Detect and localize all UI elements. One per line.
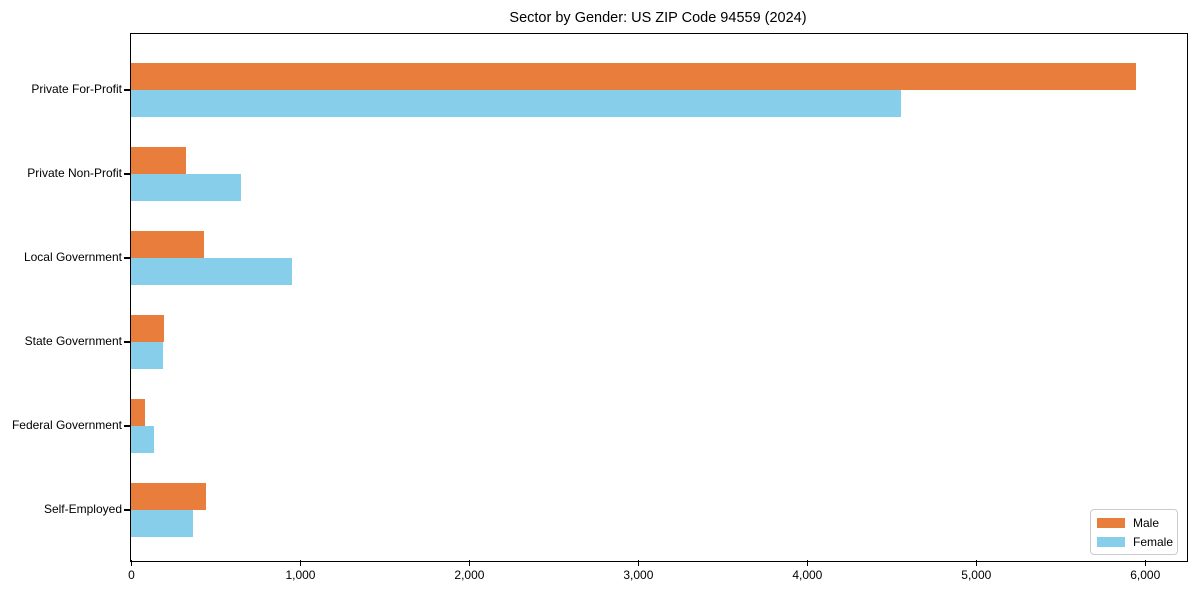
y-axis-label-private-non-profit: Private Non-Profit	[27, 166, 122, 180]
y-axis-label-private-for-profit: Private For-Profit	[31, 82, 122, 96]
y-axis-label-state-government: State Government	[24, 334, 122, 348]
legend-swatch-female	[1097, 536, 1125, 547]
x-tick-mark	[975, 560, 978, 566]
bar-male-private-for-profit	[131, 63, 1137, 90]
bar-female-local-government	[131, 258, 293, 285]
legend-label-female: Female	[1133, 534, 1174, 549]
x-tick-label: 5,000	[961, 568, 992, 582]
x-tick-mark	[299, 560, 302, 566]
chart-title: Sector by Gender: US ZIP Code 94559 (202…	[509, 10, 807, 26]
x-tick-mark	[130, 560, 133, 566]
bar-male-private-non-profit	[131, 147, 186, 174]
legend: Male Female	[1090, 509, 1178, 555]
y-axis-label-federal-government: Federal Government	[11, 418, 122, 432]
x-tick-label: 4,000	[792, 568, 823, 582]
legend-swatch-male	[1097, 517, 1125, 528]
bar-female-private-non-profit	[131, 174, 241, 201]
bar-male-self-employed	[131, 483, 207, 510]
y-tick-mark	[124, 257, 130, 259]
y-axis-label-local-government: Local Government	[23, 250, 122, 264]
y-axis-label-self-employed: Self-Employed	[43, 502, 122, 516]
legend-entry-male: Male	[1097, 515, 1177, 530]
y-tick-mark	[124, 341, 130, 343]
bar-male-federal-government	[131, 399, 145, 426]
legend-entry-female: Female	[1097, 534, 1177, 549]
x-tick-label: 3,000	[623, 568, 654, 582]
y-tick-mark	[124, 89, 130, 91]
bar-female-federal-government	[131, 426, 154, 453]
bar-female-private-for-profit	[131, 90, 902, 117]
bar-female-self-employed	[131, 510, 193, 537]
x-tick-label: 0	[128, 568, 135, 582]
plot-area	[130, 33, 1188, 562]
x-tick-mark	[1144, 560, 1146, 566]
bar-male-local-government	[131, 231, 205, 258]
y-tick-mark	[124, 509, 130, 511]
y-tick-mark	[124, 173, 130, 175]
x-tick-mark	[468, 560, 471, 566]
x-tick-label: 6,000	[1130, 568, 1161, 582]
legend-label-male: Male	[1133, 515, 1160, 530]
bar-male-state-government	[131, 315, 164, 342]
y-tick-mark	[124, 425, 130, 427]
x-tick-mark	[806, 560, 809, 566]
x-tick-label: 1,000	[285, 568, 316, 582]
bar-female-state-government	[131, 342, 164, 369]
x-tick-label: 2,000	[454, 568, 485, 582]
x-tick-mark	[637, 560, 640, 566]
